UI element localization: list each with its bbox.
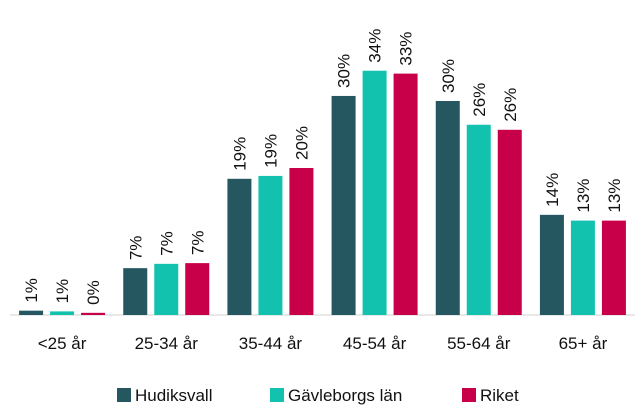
- data-label: 1%: [22, 278, 41, 303]
- bar: [227, 178, 252, 315]
- bar: [81, 312, 106, 315]
- legend-label: Hudiksvall: [135, 386, 212, 405]
- data-label: 19%: [261, 134, 280, 168]
- data-label: 7%: [188, 231, 207, 256]
- bar: [393, 73, 418, 316]
- data-label: 13%: [574, 179, 593, 213]
- bar: [466, 124, 491, 315]
- bar: [601, 220, 626, 315]
- bar: [50, 311, 75, 315]
- bar: [539, 214, 564, 315]
- legend-swatch: [462, 388, 476, 402]
- data-label: 33%: [397, 32, 416, 66]
- x-tick-label: 55-64 år: [447, 334, 511, 353]
- data-label: 30%: [439, 59, 458, 93]
- x-tick-label: 65+ år: [559, 334, 608, 353]
- data-label: 14%: [543, 173, 562, 207]
- bar: [362, 70, 387, 316]
- bar: [123, 268, 148, 315]
- bar: [497, 129, 522, 315]
- legend-swatch: [270, 388, 284, 402]
- data-label: 7%: [126, 236, 145, 261]
- bar: [570, 220, 595, 315]
- bar: [185, 263, 210, 315]
- data-label: 26%: [501, 88, 520, 122]
- bar: [19, 310, 44, 315]
- x-tick-label: <25 år: [38, 334, 87, 353]
- legend-label: Riket: [480, 386, 519, 405]
- bar: [331, 95, 356, 315]
- data-label: 1%: [53, 279, 72, 304]
- data-label: 7%: [157, 231, 176, 256]
- data-label: 0%: [84, 280, 103, 305]
- bar: [289, 168, 314, 315]
- data-label: 20%: [292, 126, 311, 160]
- data-label: 19%: [230, 137, 249, 171]
- data-label: 13%: [605, 179, 624, 213]
- bar: [435, 100, 460, 315]
- legend-label: Gävleborgs län: [288, 386, 402, 405]
- data-label: 30%: [335, 54, 354, 88]
- legend-swatch: [117, 388, 131, 402]
- x-tick-label: 35-44 år: [239, 334, 303, 353]
- bar: [154, 263, 179, 315]
- data-label: 26%: [470, 83, 489, 117]
- x-tick-label: 45-54 år: [343, 334, 407, 353]
- bar: [258, 175, 283, 315]
- data-label: 34%: [366, 29, 385, 63]
- x-tick-label: 25-34 år: [135, 334, 199, 353]
